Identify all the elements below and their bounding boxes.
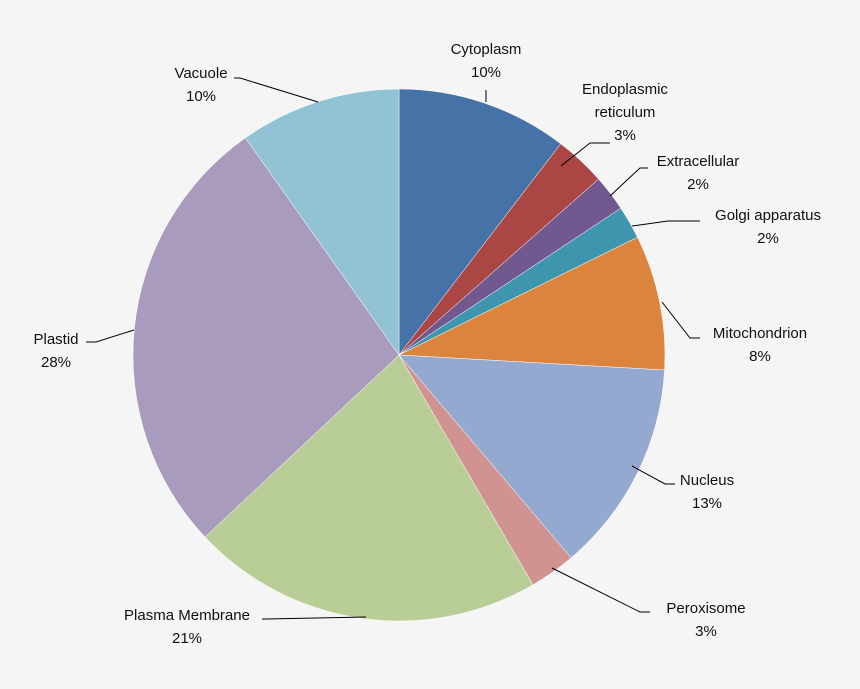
pie-slice-mitochondrion	[398, 236, 666, 371]
slice-name-extracellular: Extracellular	[657, 153, 740, 170]
leader-line-vacuole	[234, 77, 319, 103]
pie-slice-nucleus	[398, 354, 665, 559]
leader-line-peroxisome	[551, 567, 650, 613]
pie-slice-plastid	[132, 137, 400, 538]
leader-line-plasma-membrane	[262, 616, 367, 620]
slice-percent-endoplasmic-reticulum: 3%	[614, 127, 636, 144]
slice-labels: Cytoplasm 10% Endoplasmic reticulum 3% Extrac…	[33, 41, 820, 647]
slice-label-endoplasmic-reticulum: Endoplasmic reticulum 3%	[582, 81, 668, 144]
pie-slice-cytoplasm	[398, 88, 562, 356]
slice-percent-golgi-apparatus: 2%	[757, 230, 779, 247]
leader-line-nucleus	[631, 465, 675, 485]
slice-name-vacuole: Vacuole	[174, 65, 227, 82]
slice-percent-vacuole: 10%	[186, 88, 216, 105]
slice-percent-plasma-membrane: 21%	[172, 630, 202, 647]
pie-slice-plasma-membrane	[204, 354, 534, 622]
slice-percent-extracellular: 2%	[687, 176, 709, 193]
slice-label-plasma-membrane: Plasma Membrane 21%	[124, 607, 250, 647]
slice-name-golgi-apparatus: Golgi apparatus	[715, 207, 821, 224]
slice-label-cytoplasm: Cytoplasm 10%	[451, 41, 522, 81]
slice-name-mitochondrion: Mitochondrion	[713, 325, 807, 342]
slice-label-mitochondrion: Mitochondrion 8%	[713, 325, 807, 365]
slice-label-golgi-apparatus: Golgi apparatus 2%	[715, 207, 821, 247]
slice-percent-cytoplasm: 10%	[471, 64, 501, 81]
pie-slice-vacuole	[245, 88, 400, 356]
slice-name-endoplasmic-reticulum: reticulum	[595, 104, 656, 121]
slice-label-vacuole: Vacuole 10%	[174, 65, 227, 105]
slice-name-nucleus: Nucleus	[680, 472, 734, 489]
slice-percent-mitochondrion: 8%	[749, 348, 771, 365]
slice-label-peroxisome: Peroxisome 3%	[666, 600, 745, 640]
leader-line-mitochondrion	[661, 301, 700, 339]
slice-name-plastid: Plastid	[33, 331, 78, 348]
leader-line-endoplasmic-reticulum	[560, 142, 610, 167]
slice-name-endoplasmic-reticulum: Endoplasmic	[582, 81, 668, 98]
leader-line-plastid	[86, 329, 135, 343]
slice-name-cytoplasm: Cytoplasm	[451, 41, 522, 58]
leader-line-extracellular	[609, 167, 648, 197]
leader-lines	[86, 77, 700, 620]
slice-label-nucleus: Nucleus 13%	[680, 472, 734, 512]
slice-percent-nucleus: 13%	[692, 495, 722, 512]
slice-name-peroxisome: Peroxisome	[666, 600, 745, 617]
leader-line-golgi-apparatus	[631, 220, 700, 227]
slice-percent-plastid: 28%	[41, 354, 71, 371]
slice-label-plastid: Plastid 28%	[33, 331, 78, 371]
slice-name-plasma-membrane: Plasma Membrane	[124, 607, 250, 624]
slice-label-extracellular: Extracellular 2%	[657, 153, 740, 193]
pie-slices	[132, 88, 666, 622]
slice-percent-peroxisome: 3%	[695, 623, 717, 640]
